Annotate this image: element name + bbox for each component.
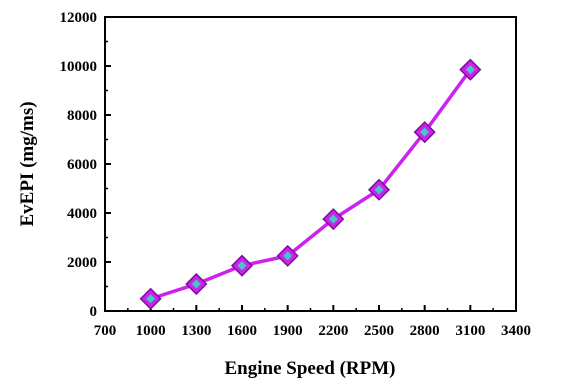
data-point-marker bbox=[139, 287, 162, 310]
plot-frame bbox=[104, 16, 517, 312]
x-tick-label: 1300 bbox=[181, 323, 211, 339]
x-tick-label: 2500 bbox=[364, 323, 394, 339]
data-point-marker bbox=[230, 254, 254, 277]
data-point-marker bbox=[367, 178, 391, 201]
y-tick-label: 6000 bbox=[67, 157, 97, 173]
y-tick-label: 2000 bbox=[67, 255, 97, 271]
y-axis-title: EvEPI (mg/ms) bbox=[17, 101, 38, 226]
x-tick-label: 1900 bbox=[273, 323, 303, 339]
x-axis-ticks: 700 1000 1300 1600 1900 2200 2500 2800 3100 3400 bbox=[94, 305, 531, 339]
y-tick-label: 8000 bbox=[67, 108, 97, 124]
x-axis-title: Engine Speed (RPM) bbox=[225, 358, 396, 379]
series-line bbox=[150, 68, 472, 301]
x-tick-label: 3400 bbox=[501, 323, 531, 339]
data-point-marker bbox=[413, 121, 436, 144]
x-tick-label: 700 bbox=[94, 323, 117, 339]
x-tick-label: 1000 bbox=[136, 323, 166, 339]
y-tick-label: 0 bbox=[90, 304, 98, 320]
x-tick-label: 3100 bbox=[455, 323, 485, 339]
y-axis-ticks: 0 2000 4000 6000 8000 10000 12000 bbox=[60, 10, 111, 320]
x-tick-label: 2200 bbox=[318, 323, 348, 339]
y-tick-label: 10000 bbox=[60, 59, 98, 75]
data-point-marker bbox=[185, 272, 208, 296]
y-tick-label: 4000 bbox=[67, 206, 97, 222]
data-point-marker bbox=[459, 58, 482, 81]
y-tick-label: 12000 bbox=[60, 10, 98, 26]
series-layer bbox=[139, 58, 482, 310]
x-tick-label: 2800 bbox=[410, 323, 440, 339]
data-point-marker bbox=[322, 208, 345, 231]
data-point-marker bbox=[276, 244, 299, 267]
x-tick-label: 1600 bbox=[227, 323, 257, 339]
